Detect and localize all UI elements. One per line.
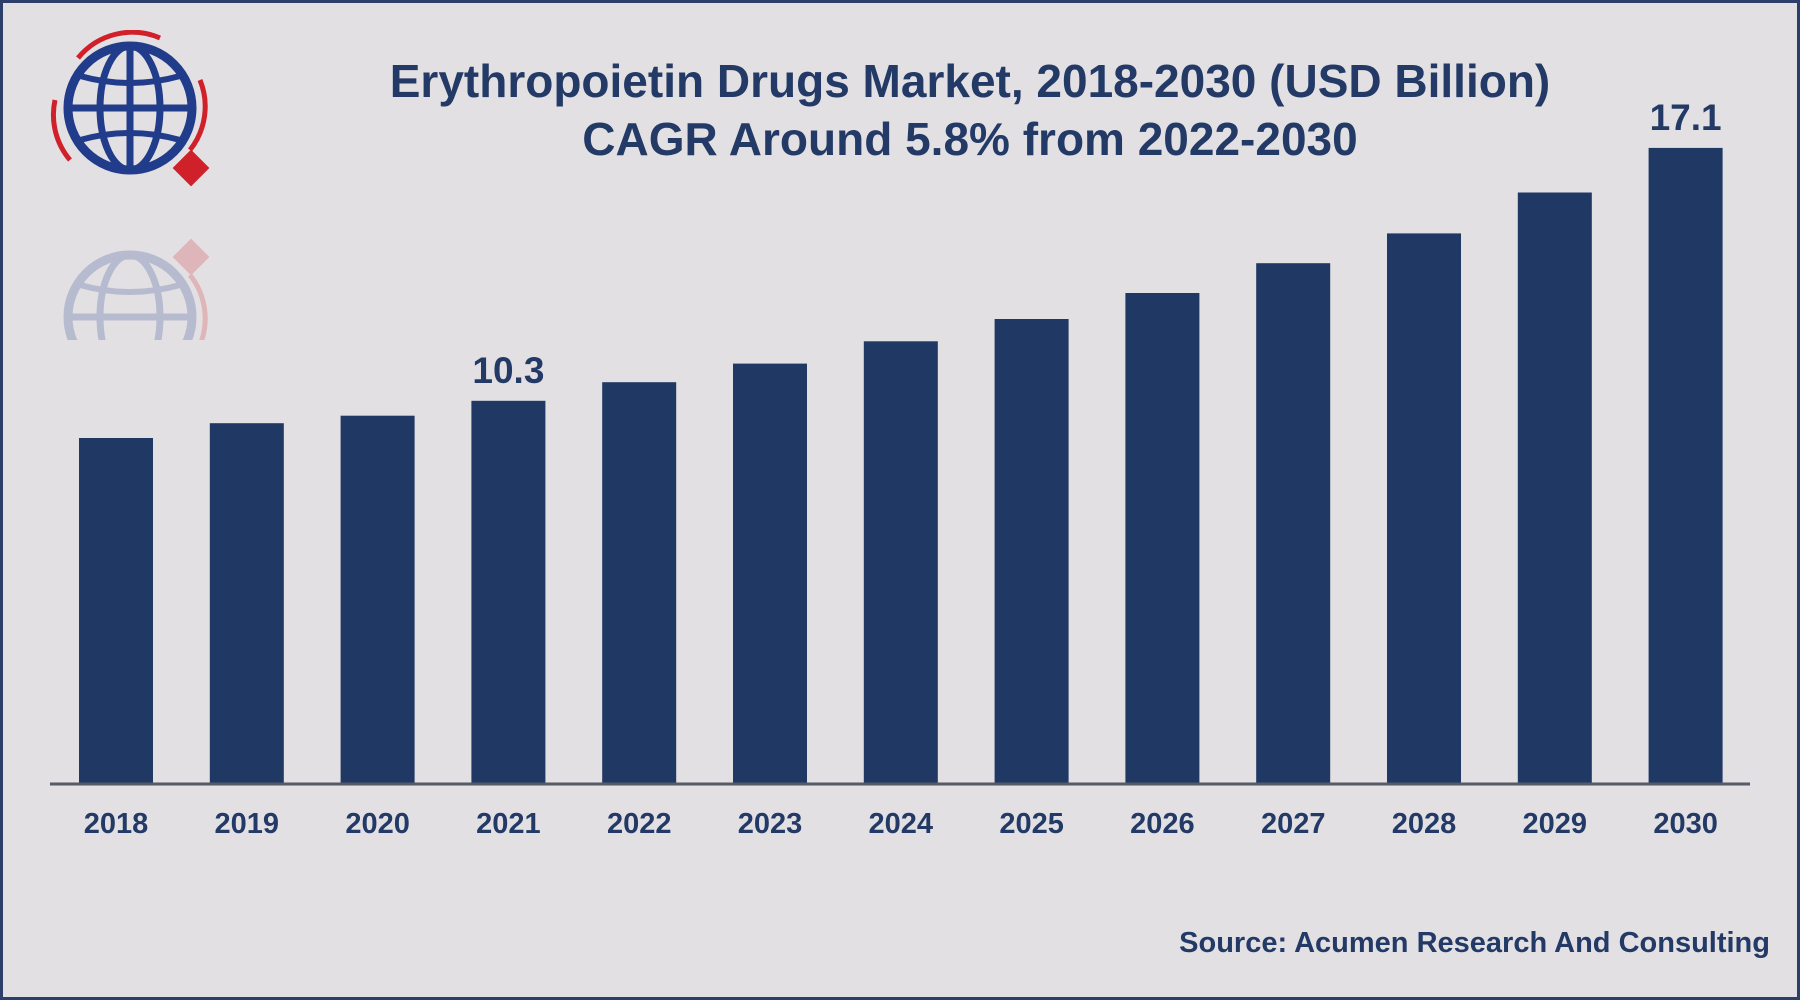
x-tick-label-2024: 2024: [869, 808, 934, 840]
source-note: Source: Acumen Research And Consulting: [1179, 927, 1770, 959]
data-label-2021: 10.3: [472, 350, 544, 391]
chart-subtitle: CAGR Around 5.8% from 2022-2030: [582, 113, 1358, 165]
bar-2023: [733, 363, 807, 784]
x-tick-label-2028: 2028: [1392, 808, 1457, 840]
bar-2021: [471, 400, 546, 784]
bar-2027: [1256, 263, 1331, 784]
x-tick-label-2022: 2022: [607, 808, 672, 840]
bar-2029: [1517, 192, 1592, 784]
bar-2020: [340, 415, 415, 784]
x-tick-label-2020: 2020: [345, 808, 410, 840]
x-tick-label-2025: 2025: [999, 808, 1064, 840]
bar-2025: [994, 319, 1069, 784]
chart-title: Erythropoietin Drugs Market, 2018-2030 (…: [389, 55, 1551, 107]
bar-2024: [863, 341, 938, 784]
data-label-2030: 17.1: [1650, 97, 1722, 138]
globe-logo-reflection-icon: [63, 238, 210, 340]
bar-2018: [79, 438, 153, 784]
globe-logo-icon: [50, 30, 210, 187]
x-tick-label-2027: 2027: [1261, 808, 1326, 840]
x-tick-label-2021: 2021: [476, 808, 541, 840]
x-tick-label-2023: 2023: [738, 808, 803, 840]
x-tick-label-2019: 2019: [215, 808, 280, 840]
x-tick-label-2018: 2018: [84, 808, 149, 840]
bar-2026: [1125, 293, 1200, 784]
x-tick-label-2026: 2026: [1130, 808, 1195, 840]
bar-2030: [1648, 147, 1723, 784]
x-tick-label-2030: 2030: [1653, 808, 1718, 840]
bar-2019: [209, 423, 284, 784]
bar-2028: [1387, 233, 1461, 784]
bar-2022: [602, 382, 677, 784]
x-tick-label-2029: 2029: [1523, 808, 1588, 840]
